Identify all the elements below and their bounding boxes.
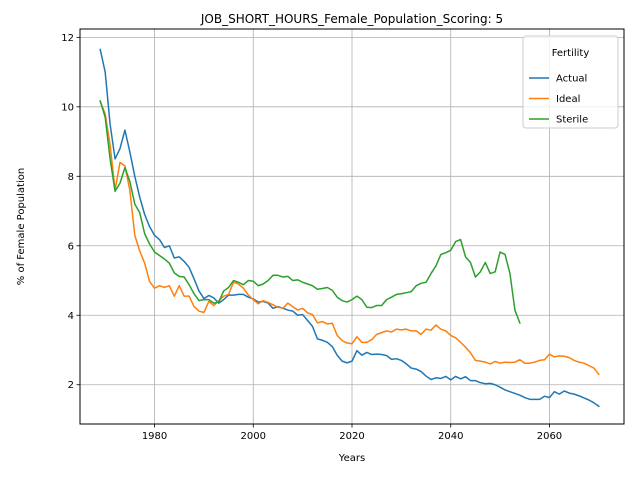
x-tick-label: 2000 [241,431,266,442]
series-line-sterile [99,99,521,324]
y-tick-label: 2 [68,380,74,391]
y-axis-ticks: 2 4 6 8 10 12 [61,33,80,391]
legend-label-sterile: Sterile [556,115,588,126]
legend-label-actual: Actual [556,74,587,85]
x-axis-label: Years [338,453,365,464]
x-tick-label: 1980 [142,431,167,442]
series-line-ideal [99,100,600,376]
legend-box [522,35,619,129]
y-tick-label: 10 [61,102,74,113]
x-tick-label: 2020 [339,431,364,442]
x-tick-label: 2040 [438,431,463,442]
y-tick-label: 12 [61,33,74,44]
legend: Fertility Actual Ideal Sterile [522,35,619,129]
y-tick-label: 4 [68,311,74,322]
y-axis-label: % of Female Population [16,168,27,285]
y-tick-label: 8 [68,172,74,183]
series-layer [99,48,600,408]
x-tick-label: 2060 [537,431,562,442]
x-axis-ticks: 1980 2000 2020 2040 2060 [142,424,562,442]
y-tick-label: 6 [68,241,74,252]
chart-title: JOB_SHORT_HOURS_Female_Population_Scorin… [200,12,503,26]
series-line-actual [99,48,600,408]
legend-label-ideal: Ideal [556,94,580,105]
legend-title: Fertility [552,48,590,59]
